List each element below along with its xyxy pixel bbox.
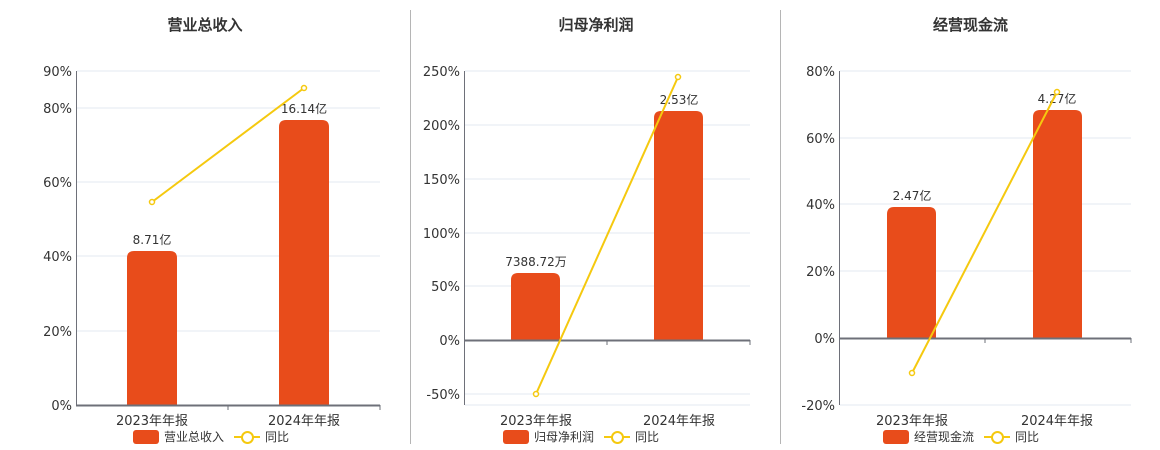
x-tick: 2024年年报 [1021, 414, 1093, 429]
panel-divider [780, 10, 781, 444]
bar-value-labels: 8.71亿 16.14亿 [133, 101, 328, 247]
x-tick: 2024年年报 [268, 414, 340, 429]
legend-bar-label[interactable]: 归母净利润 [534, 430, 595, 444]
y-tick: 60% [806, 132, 835, 147]
legend-line-label[interactable]: 同比 [265, 430, 290, 444]
chart-panel-revenue: 营业总收入 90% 80% 60% 40% 20% 0% 8.71亿 16.14… [0, 0, 410, 450]
chart-plot: 80% 60% 40% 20% 0% -20% 2.47亿 4.27亿 2023… [801, 65, 1132, 429]
yoy-line [911, 91, 1058, 374]
y-tick: 0% [814, 332, 835, 347]
bar-label: 16.14亿 [281, 101, 327, 116]
y-tick: 20% [806, 265, 835, 280]
y-tick: 60% [43, 176, 72, 191]
bar-label: 7388.72万 [505, 255, 567, 269]
legend-bar-swatch-icon[interactable] [503, 429, 529, 444]
panel-divider [410, 10, 411, 444]
bar-2023[interactable] [887, 207, 936, 338]
chart-panel-operating-cashflow: 经营现金流 80% 60% 40% 20% 0% -20% 2.47亿 4.27… [781, 0, 1160, 450]
yoy-point[interactable] [908, 369, 916, 377]
bar-value-labels: 2.47亿 4.27亿 [893, 91, 1077, 203]
grid-lines [465, 70, 750, 406]
y-tick: 40% [806, 198, 835, 213]
legend-line-swatch-icon[interactable] [604, 430, 631, 444]
legend-line-label[interactable]: 同比 [1015, 430, 1040, 444]
y-tick-labels: 80% 60% 40% 20% 0% -20% [801, 65, 835, 414]
chart-panel-net-profit: 归母净利润 250% 200% 150% 100% 50% 0% -50% 73… [411, 0, 781, 450]
yoy-line [535, 76, 679, 395]
chart-plot: 250% 200% 150% 100% 50% 0% -50% 7388.72万… [423, 65, 751, 429]
bar-label: 8.71亿 [133, 232, 172, 247]
y-tick: 50% [431, 280, 460, 295]
y-tick: 0% [439, 334, 460, 349]
chart-legend: 经营现金流 同比 [883, 428, 1039, 445]
y-tick-labels: 90% 80% 60% 40% 20% 0% [43, 65, 72, 414]
y-tick: 250% [423, 65, 460, 80]
bar-2023[interactable] [511, 273, 560, 340]
legend-bar-swatch-icon[interactable] [883, 429, 909, 444]
bar-2024[interactable] [654, 111, 703, 340]
legend-bar-label[interactable]: 经营现金流 [914, 430, 975, 444]
yoy-point[interactable] [674, 73, 682, 81]
chart-legend: 营业总收入 同比 [133, 428, 289, 445]
yoy-line [151, 87, 305, 203]
y-tick: 20% [43, 325, 72, 340]
x-tick: 2024年年报 [643, 414, 715, 429]
y-tick: 0% [51, 399, 72, 414]
grid-lines [840, 70, 1131, 406]
chart-title: 营业总收入 [167, 16, 243, 34]
chart-legend: 归母净利润 同比 [503, 428, 659, 445]
y-tick: 100% [423, 227, 460, 242]
legend-line-label[interactable]: 同比 [635, 430, 660, 444]
legend-bar-label[interactable]: 营业总收入 [164, 430, 225, 444]
x-tick: 2023年年报 [500, 414, 572, 429]
y-tick: 90% [43, 65, 72, 80]
y-tick: -50% [426, 388, 460, 403]
y-tick: 40% [43, 250, 72, 265]
y-tick-labels: 250% 200% 150% 100% 50% 0% -50% [423, 65, 460, 403]
bar-2023[interactable] [127, 251, 177, 405]
yoy-point[interactable] [532, 390, 540, 398]
x-tick: 2023年年报 [116, 414, 188, 429]
chart-title: 经营现金流 [932, 16, 1008, 34]
bar-2024[interactable] [279, 120, 329, 405]
y-tick: 80% [43, 102, 72, 117]
chart-plot: 90% 80% 60% 40% 20% 0% 8.71亿 16.14亿 2023… [43, 65, 381, 429]
legend-line-swatch-icon[interactable] [234, 430, 261, 444]
x-tick-labels: 2023年年报 2024年年报 [876, 414, 1093, 429]
bar-label: 4.27亿 [1038, 91, 1077, 106]
y-tick: -20% [801, 399, 835, 414]
yoy-point[interactable] [300, 84, 308, 92]
yoy-point[interactable] [1053, 88, 1061, 96]
bar-label: 2.47亿 [893, 188, 932, 203]
chart-title: 归母净利润 [558, 16, 634, 34]
legend-line-swatch-icon[interactable] [984, 430, 1011, 444]
x-tick: 2023年年报 [876, 414, 948, 429]
bar-2024[interactable] [1033, 110, 1082, 338]
grid-lines [77, 70, 380, 332]
legend-bar-swatch-icon[interactable] [133, 429, 159, 444]
y-tick: 200% [423, 119, 460, 134]
y-tick: 150% [423, 173, 460, 188]
x-tick-labels: 2023年年报 2024年年报 [116, 414, 340, 429]
yoy-point[interactable] [148, 198, 156, 206]
x-tick-labels: 2023年年报 2024年年报 [500, 414, 715, 429]
y-tick: 80% [806, 65, 835, 80]
